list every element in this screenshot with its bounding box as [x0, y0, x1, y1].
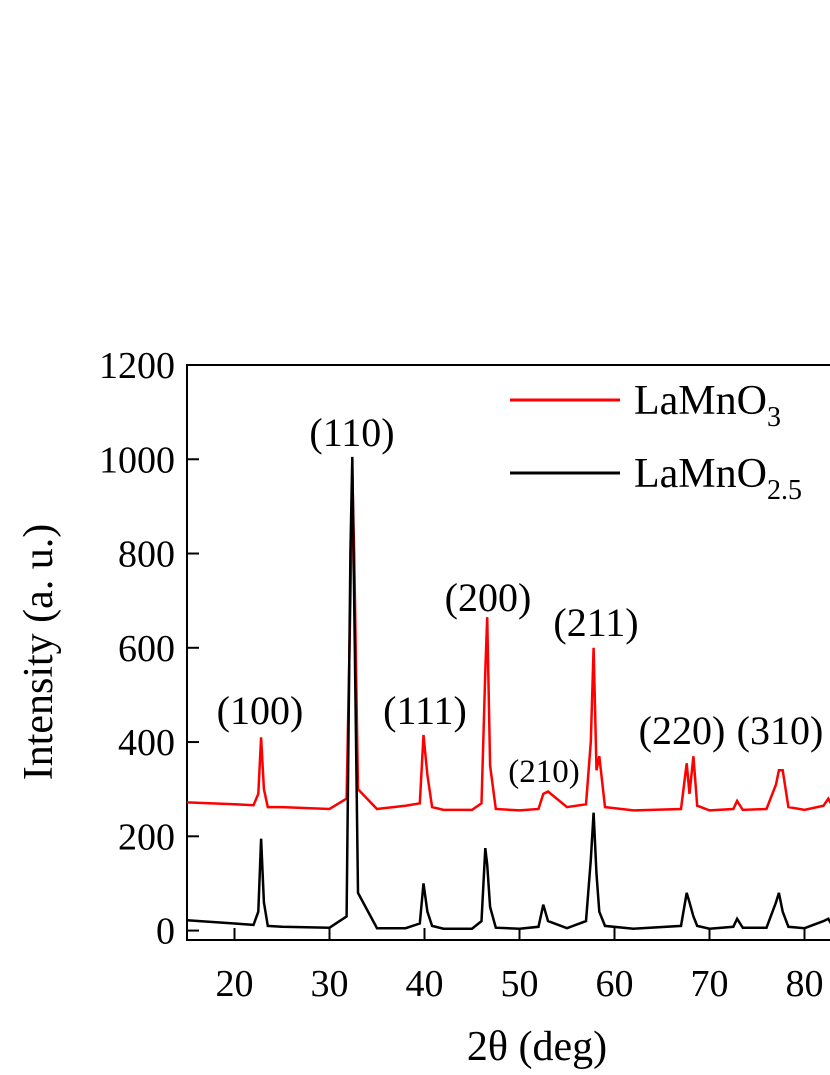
legend-label: LaMnO3 [634, 378, 781, 433]
peak-label: (211) [553, 600, 638, 645]
y-tick-label: 400 [118, 722, 175, 764]
peak-label: (310) [737, 708, 824, 753]
peak-label: (110) [309, 410, 394, 455]
y-tick-label: 1200 [99, 345, 175, 387]
peak-label: (210) [508, 754, 579, 790]
x-tick-label: 70 [691, 963, 729, 1005]
y-tick-label: 600 [118, 628, 175, 670]
y-axis-label: Intensity (a. u.) [16, 524, 62, 781]
peak-label: (200) [445, 575, 532, 620]
x-tick-label: 20 [216, 963, 254, 1005]
x-tick-label: 60 [596, 963, 634, 1005]
peak-label: (100) [217, 688, 304, 733]
y-tick-label: 1000 [99, 439, 175, 481]
x-tick-label: 30 [311, 963, 349, 1005]
y-tick-label: 200 [118, 816, 175, 858]
y-tick-label: 0 [156, 911, 175, 953]
x-tick-label: 50 [501, 963, 539, 1005]
y-tick-label: 800 [118, 534, 175, 576]
peak-label: (220) [639, 708, 726, 753]
x-axis-label: 2θ (deg) [467, 1024, 607, 1070]
series-line [186, 456, 830, 930]
legend-label: LaMnO2.5 [634, 451, 802, 506]
peak-label: (111) [383, 688, 467, 733]
x-tick-label: 40 [406, 963, 444, 1005]
x-tick-label: 80 [786, 963, 824, 1005]
plot-frame [186, 364, 830, 941]
